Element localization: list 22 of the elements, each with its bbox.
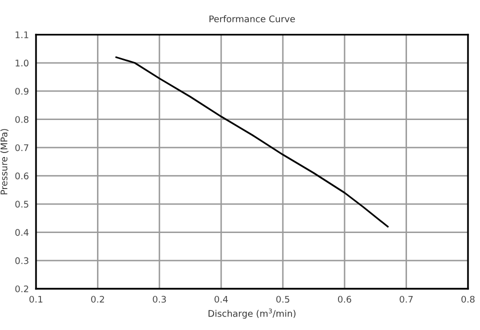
x-tick-label: 0.5 — [276, 296, 290, 303]
x-tick-label: 0.7 — [400, 296, 413, 303]
y-tick-label: 1.0 — [16, 60, 28, 66]
x-tick-label: 0.4 — [214, 296, 228, 303]
x-tick-label: 0.2 — [91, 296, 104, 303]
x-tick-label: 0.1 — [29, 296, 42, 303]
y-tick-label: 0.2 — [15, 285, 28, 292]
y-axis-title: Pressure (MPa) — [0, 129, 8, 194]
y-tick-label: 0.8 — [15, 116, 28, 123]
y-tick-label: 0.5 — [15, 200, 28, 208]
y-tick-label: 0.6 — [15, 172, 28, 180]
y-tick-label: 0.3 — [15, 257, 28, 264]
x-tick-label: 0.6 — [338, 296, 352, 303]
y-tick-label: 1.1 — [16, 32, 28, 38]
line-series — [115, 56, 389, 228]
y-tick-label: 0.4 — [15, 229, 29, 236]
chart-title: Performance Curve — [210, 15, 295, 22]
x-tick-label: 0.8 — [461, 296, 475, 303]
y-tick-label: 0.9 — [15, 88, 28, 95]
y-tick-label: 0.7 — [15, 144, 28, 152]
x-tick-label: 0.3 — [152, 296, 166, 303]
x-axis-title: Discharge (m$^{3}$/min) — [208, 308, 296, 319]
